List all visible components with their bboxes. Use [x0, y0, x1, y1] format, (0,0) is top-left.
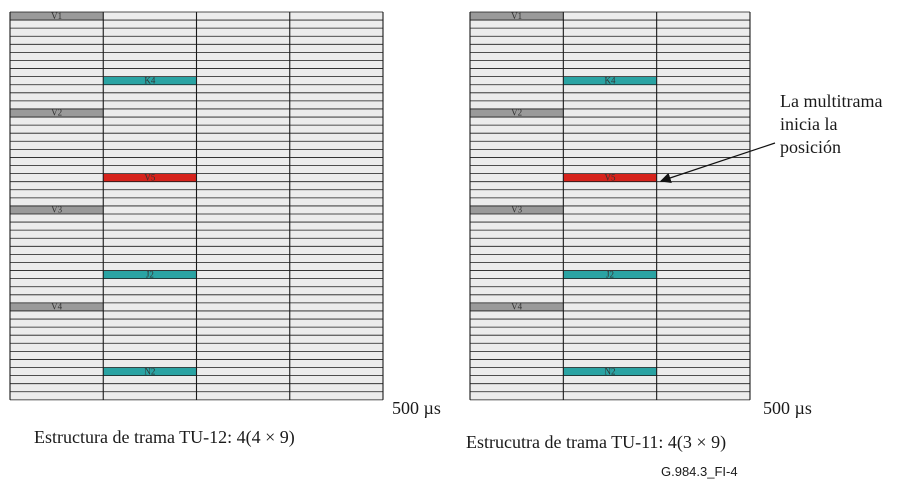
tu12-label-v1: V1: [51, 11, 62, 21]
tu11-slot-v5: [563, 173, 657, 182]
tu12-label-n2: N2: [144, 366, 155, 376]
tu12-slot-n2: [103, 367, 197, 376]
tu12-label-k4: K4: [144, 75, 155, 85]
tu11-slot-k4: [563, 76, 657, 85]
tu11-slot-v4: [470, 302, 564, 311]
tu12-frame-grid: V1 K4 V2 V5 V3 J2 V4 N2: [9, 11, 384, 401]
tu11-label-n2: N2: [604, 366, 615, 376]
annotation-arrow: [659, 142, 776, 184]
tu12-label-v2: V2: [51, 108, 62, 118]
tu12-label-v3: V3: [51, 205, 62, 215]
tu11-slot-v1: [470, 12, 564, 21]
tu11-label-v1: V1: [511, 11, 522, 21]
tu11-label-v2: V2: [511, 108, 522, 118]
tu12-slot-k4: [103, 76, 197, 85]
tu11-duration-label: 500 µs: [763, 398, 812, 418]
annotation-line-2: inicia la: [780, 114, 838, 134]
tu12-label-j2: J2: [146, 269, 154, 279]
tu12-slot-v1: [10, 12, 104, 21]
annotation-line-1: La multitrama: [780, 91, 883, 111]
tu11-slot-v2: [470, 108, 564, 118]
figure-id: G.984.3_FI-4: [661, 464, 738, 479]
tu12-slot-v4: [10, 302, 104, 311]
tu11-label-v3: V3: [511, 205, 522, 215]
tu11-slot-n2: [563, 367, 657, 376]
tu12-slot-v5: [103, 173, 197, 182]
tu11-label-j2: J2: [606, 269, 614, 279]
tu12-caption: Estructura de trama TU-12: 4(4 × 9): [34, 427, 295, 447]
tu12-label-v5: V5: [144, 172, 155, 182]
tu11-slot-j2: [563, 270, 657, 279]
tu12-slot-v2: [10, 108, 104, 118]
tu11-label-v5: V5: [604, 172, 615, 182]
tu11-caption: Estrucutra de trama TU-11: 4(3 × 9): [466, 432, 727, 452]
tu12-duration-label: 500 µs: [392, 398, 441, 418]
tu11-slot-v3: [470, 205, 564, 214]
tu11-frame-grid: V1 K4 V2 V5 V3 J2 V4 N2: [469, 11, 751, 401]
tu11-label-v4: V4: [511, 302, 522, 312]
tu12-label-v4: V4: [51, 302, 62, 312]
tu12-slot-v3: [10, 205, 104, 214]
annotation-line-3: posición: [780, 137, 841, 157]
tu11-label-k4: K4: [604, 75, 615, 85]
tu12-slot-j2: [103, 270, 197, 279]
